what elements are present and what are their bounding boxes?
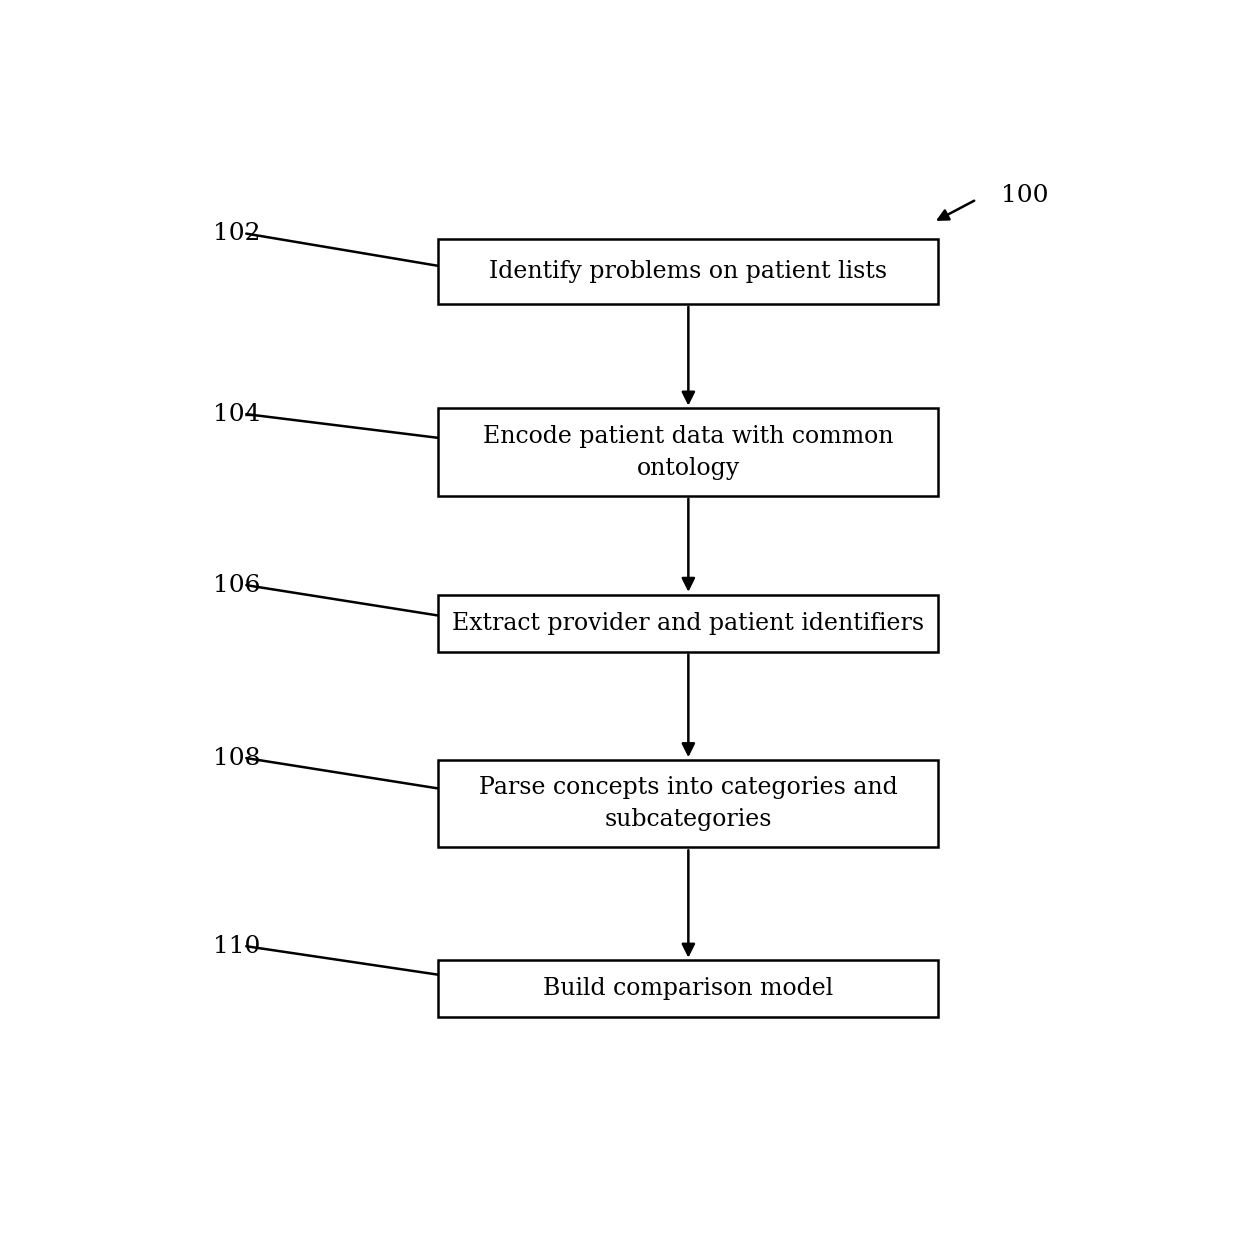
Bar: [439, 239, 939, 304]
Text: 108: 108: [213, 747, 260, 770]
Text: Identify problems on patient lists: Identify problems on patient lists: [490, 260, 888, 283]
Text: Extract provider and patient identifiers: Extract provider and patient identifiers: [453, 612, 924, 634]
Text: Encode patient data with common
ontology: Encode patient data with common ontology: [484, 424, 894, 480]
Text: 106: 106: [213, 574, 260, 597]
Text: 100: 100: [1001, 184, 1048, 207]
Text: 104: 104: [213, 402, 260, 426]
Text: Build comparison model: Build comparison model: [543, 977, 833, 1001]
Bar: [439, 595, 939, 652]
Bar: [439, 408, 939, 496]
Text: 110: 110: [213, 934, 260, 958]
Text: Parse concepts into categories and
subcategories: Parse concepts into categories and subca…: [479, 776, 898, 832]
Bar: [439, 760, 939, 848]
Bar: [439, 960, 939, 1018]
Text: 102: 102: [213, 222, 260, 246]
